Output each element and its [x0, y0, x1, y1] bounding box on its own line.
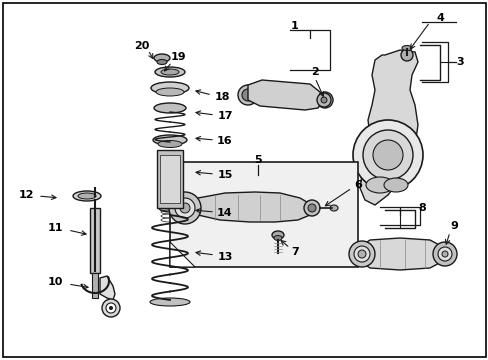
Ellipse shape	[155, 67, 184, 77]
Circle shape	[348, 241, 374, 267]
Ellipse shape	[401, 45, 411, 50]
Ellipse shape	[383, 178, 407, 192]
Ellipse shape	[151, 82, 189, 94]
Circle shape	[316, 93, 330, 107]
Polygon shape	[247, 80, 325, 110]
Circle shape	[362, 130, 412, 180]
Text: 9: 9	[449, 221, 457, 231]
Circle shape	[180, 203, 190, 213]
Ellipse shape	[271, 231, 284, 239]
Ellipse shape	[150, 298, 190, 306]
Text: 7: 7	[290, 247, 298, 257]
Ellipse shape	[78, 193, 96, 199]
Circle shape	[307, 204, 315, 212]
Circle shape	[106, 303, 116, 313]
Text: 19: 19	[170, 52, 185, 62]
Circle shape	[320, 97, 326, 103]
Text: 16: 16	[217, 136, 232, 146]
Circle shape	[357, 250, 365, 258]
Text: 15: 15	[217, 170, 232, 180]
Text: 10: 10	[47, 277, 62, 287]
Circle shape	[400, 49, 412, 61]
Ellipse shape	[153, 135, 186, 145]
Polygon shape	[100, 276, 115, 300]
Polygon shape	[182, 192, 311, 222]
Text: 1: 1	[290, 21, 298, 31]
Bar	[90, 208, 100, 273]
Circle shape	[432, 242, 456, 266]
Polygon shape	[244, 85, 327, 108]
Circle shape	[441, 251, 447, 257]
Ellipse shape	[365, 177, 393, 193]
Text: 20: 20	[134, 41, 149, 51]
Bar	[157, 150, 183, 208]
Ellipse shape	[161, 69, 179, 75]
Text: 6: 6	[353, 180, 361, 190]
Text: 4: 4	[435, 13, 443, 23]
Ellipse shape	[154, 54, 170, 62]
Circle shape	[353, 246, 369, 262]
Bar	[170, 162, 357, 267]
Circle shape	[175, 198, 195, 218]
Bar	[92, 273, 98, 298]
Ellipse shape	[273, 235, 282, 240]
Circle shape	[320, 96, 328, 104]
Circle shape	[169, 192, 201, 224]
Polygon shape	[359, 50, 417, 205]
Circle shape	[242, 89, 253, 101]
Text: 12: 12	[18, 190, 34, 200]
Circle shape	[109, 306, 113, 310]
Text: 18: 18	[214, 92, 229, 102]
Circle shape	[372, 140, 402, 170]
Text: 13: 13	[217, 252, 232, 262]
Polygon shape	[357, 238, 444, 270]
Circle shape	[352, 120, 422, 190]
Text: 5: 5	[254, 155, 261, 165]
Circle shape	[316, 92, 332, 108]
Ellipse shape	[154, 103, 185, 113]
Bar	[160, 155, 180, 203]
Circle shape	[102, 299, 120, 317]
Text: 8: 8	[417, 203, 425, 213]
Circle shape	[437, 247, 451, 261]
Text: 11: 11	[47, 223, 62, 233]
Ellipse shape	[73, 191, 101, 201]
Polygon shape	[170, 242, 195, 267]
Text: 17: 17	[217, 111, 232, 121]
Text: 3: 3	[455, 57, 463, 67]
Text: 14: 14	[217, 208, 232, 218]
Ellipse shape	[156, 88, 183, 96]
Ellipse shape	[158, 140, 182, 148]
Ellipse shape	[159, 204, 181, 212]
Text: 2: 2	[310, 67, 318, 77]
Ellipse shape	[329, 205, 337, 211]
Ellipse shape	[157, 59, 167, 64]
Circle shape	[304, 200, 319, 216]
Circle shape	[238, 85, 258, 105]
